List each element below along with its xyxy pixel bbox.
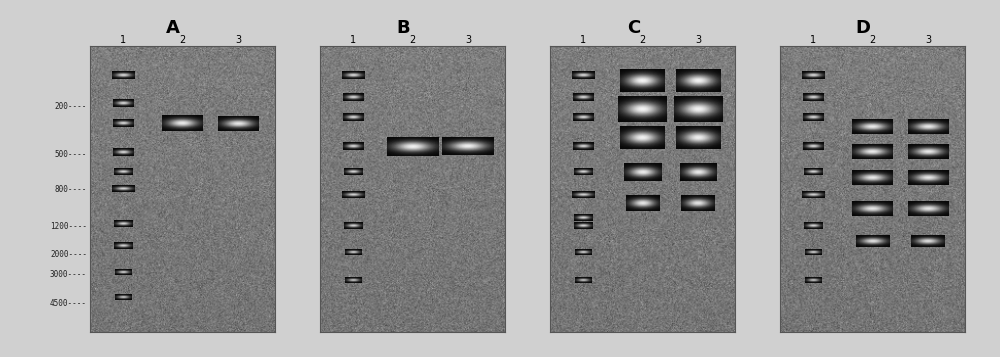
Text: 2: 2 — [639, 35, 646, 45]
Text: 3000----: 3000---- — [50, 270, 87, 280]
Text: 1: 1 — [580, 35, 586, 45]
Text: 1200----: 1200---- — [50, 222, 87, 231]
Text: 2: 2 — [869, 35, 876, 45]
Text: 3: 3 — [925, 35, 931, 45]
Text: D: D — [856, 20, 871, 37]
Text: 500----: 500---- — [55, 150, 87, 160]
Text: 2: 2 — [409, 35, 416, 45]
Text: A: A — [166, 20, 180, 37]
Text: 200----: 200---- — [55, 102, 87, 111]
Text: 3: 3 — [695, 35, 701, 45]
Text: 3: 3 — [465, 35, 471, 45]
Text: 1: 1 — [810, 35, 816, 45]
Text: 1: 1 — [120, 35, 126, 45]
Text: 2000----: 2000---- — [50, 250, 87, 260]
Text: 2: 2 — [179, 35, 186, 45]
Text: 800----: 800---- — [55, 185, 87, 194]
Text: 1: 1 — [350, 35, 356, 45]
Text: 4500----: 4500---- — [50, 299, 87, 308]
Text: C: C — [627, 20, 640, 37]
Text: 3: 3 — [235, 35, 241, 45]
Text: B: B — [396, 20, 410, 37]
